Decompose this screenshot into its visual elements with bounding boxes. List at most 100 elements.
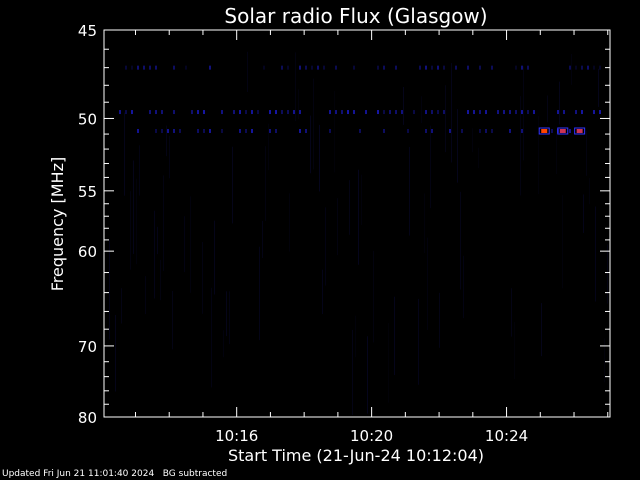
- band-mark: [533, 110, 535, 115]
- band-mark: [485, 110, 487, 115]
- band-mark: [305, 128, 307, 133]
- noise-column: [511, 288, 512, 337]
- band-mark: [377, 110, 379, 115]
- band-mark: [599, 65, 601, 70]
- band-mark: [323, 65, 325, 70]
- noise-column: [355, 315, 356, 358]
- band-mark: [335, 110, 337, 115]
- hotspot-mark: [541, 128, 548, 133]
- noise-column: [559, 81, 560, 125]
- noise-column: [538, 116, 539, 195]
- noise-column: [595, 206, 596, 302]
- band-mark: [491, 128, 493, 133]
- band-mark: [587, 65, 589, 70]
- noise-column: [190, 196, 191, 293]
- band-mark: [461, 128, 463, 133]
- band-mark: [449, 128, 451, 133]
- noise-column: [295, 52, 296, 122]
- noise-column: [211, 287, 212, 388]
- band-mark: [551, 128, 553, 133]
- noise-column: [310, 115, 311, 174]
- band-mark: [425, 65, 427, 70]
- band-mark: [275, 128, 277, 133]
- band-mark: [467, 65, 469, 70]
- noise-column: [334, 90, 335, 173]
- band-mark: [299, 110, 301, 115]
- noise-column: [589, 178, 590, 205]
- band-mark: [425, 110, 427, 115]
- band-mark: [131, 110, 133, 115]
- y-axis: 45 50 55 60 70 80: [78, 22, 610, 427]
- noise-column: [439, 292, 440, 348]
- band-mark: [173, 65, 175, 70]
- noise-column: [163, 175, 164, 271]
- band-mark: [497, 110, 499, 115]
- band-mark: [161, 128, 163, 133]
- y-tick-label: 50: [78, 110, 97, 128]
- y-tick-label: 45: [78, 22, 97, 40]
- band-mark: [281, 65, 283, 70]
- band-mark: [239, 128, 241, 133]
- noise-column: [520, 96, 521, 196]
- x-axis: 10:16 10:20 10:24: [134, 30, 609, 445]
- band-mark: [395, 65, 397, 70]
- band-mark: [209, 65, 211, 70]
- noise-column: [424, 193, 425, 254]
- band-mark: [581, 110, 583, 115]
- band-mark: [167, 128, 169, 133]
- band-mark: [197, 128, 199, 133]
- y-tick-label: 70: [78, 338, 97, 356]
- band-mark: [431, 65, 433, 70]
- band-mark: [521, 128, 523, 133]
- noise-column: [394, 296, 395, 376]
- updated-timestamp: Updated Fri Jun 21 11:01:40 2024: [2, 469, 155, 479]
- band-mark: [197, 110, 199, 115]
- noise-column: [232, 146, 233, 224]
- band-mark: [527, 65, 529, 70]
- noise-column: [388, 323, 389, 403]
- band-mark: [251, 128, 253, 133]
- band-mark: [383, 110, 385, 115]
- noise-column: [139, 145, 140, 196]
- band-mark: [161, 110, 163, 115]
- band-mark: [269, 128, 271, 133]
- band-mark: [287, 65, 289, 70]
- band-mark: [413, 110, 415, 115]
- noise-column: [130, 191, 131, 270]
- chart-title: Solar radio Flux (Glasgow): [224, 4, 487, 28]
- band-mark: [185, 65, 187, 70]
- noise-column: [478, 147, 479, 169]
- noise-column: [160, 259, 161, 301]
- band-mark: [125, 110, 127, 115]
- band-mark: [389, 110, 391, 115]
- band-mark: [569, 128, 571, 133]
- noise-column: [262, 220, 263, 258]
- band-mark: [299, 128, 301, 133]
- band-mark: [209, 128, 211, 133]
- y-axis-label: Frequency [MHz]: [48, 157, 67, 291]
- noise-column: [124, 112, 125, 196]
- band-mark: [443, 110, 445, 115]
- noise-column: [562, 195, 563, 289]
- y-tick-label: 80: [78, 409, 97, 427]
- band-mark: [443, 65, 445, 70]
- band-mark: [353, 65, 355, 70]
- band-mark: [377, 65, 379, 70]
- noise-column: [421, 96, 422, 124]
- band-mark: [509, 110, 511, 115]
- band-mark: [173, 110, 175, 115]
- band-mark: [359, 128, 361, 133]
- band-mark: [473, 110, 475, 115]
- y-tick-label: 55: [78, 183, 97, 201]
- band-mark: [305, 65, 307, 70]
- noise-column: [226, 291, 227, 337]
- x-tick-label: 10:20: [350, 427, 393, 445]
- footer-status: Updated Fri Jun 21 11:01:40 2024 BG subt…: [2, 469, 227, 479]
- band-mark: [485, 128, 487, 133]
- band-mark: [515, 65, 517, 70]
- noise-column: [583, 194, 584, 233]
- noise-column: [157, 226, 158, 255]
- band-mark: [203, 110, 205, 115]
- band-mark: [119, 110, 121, 115]
- band-mark: [515, 110, 517, 115]
